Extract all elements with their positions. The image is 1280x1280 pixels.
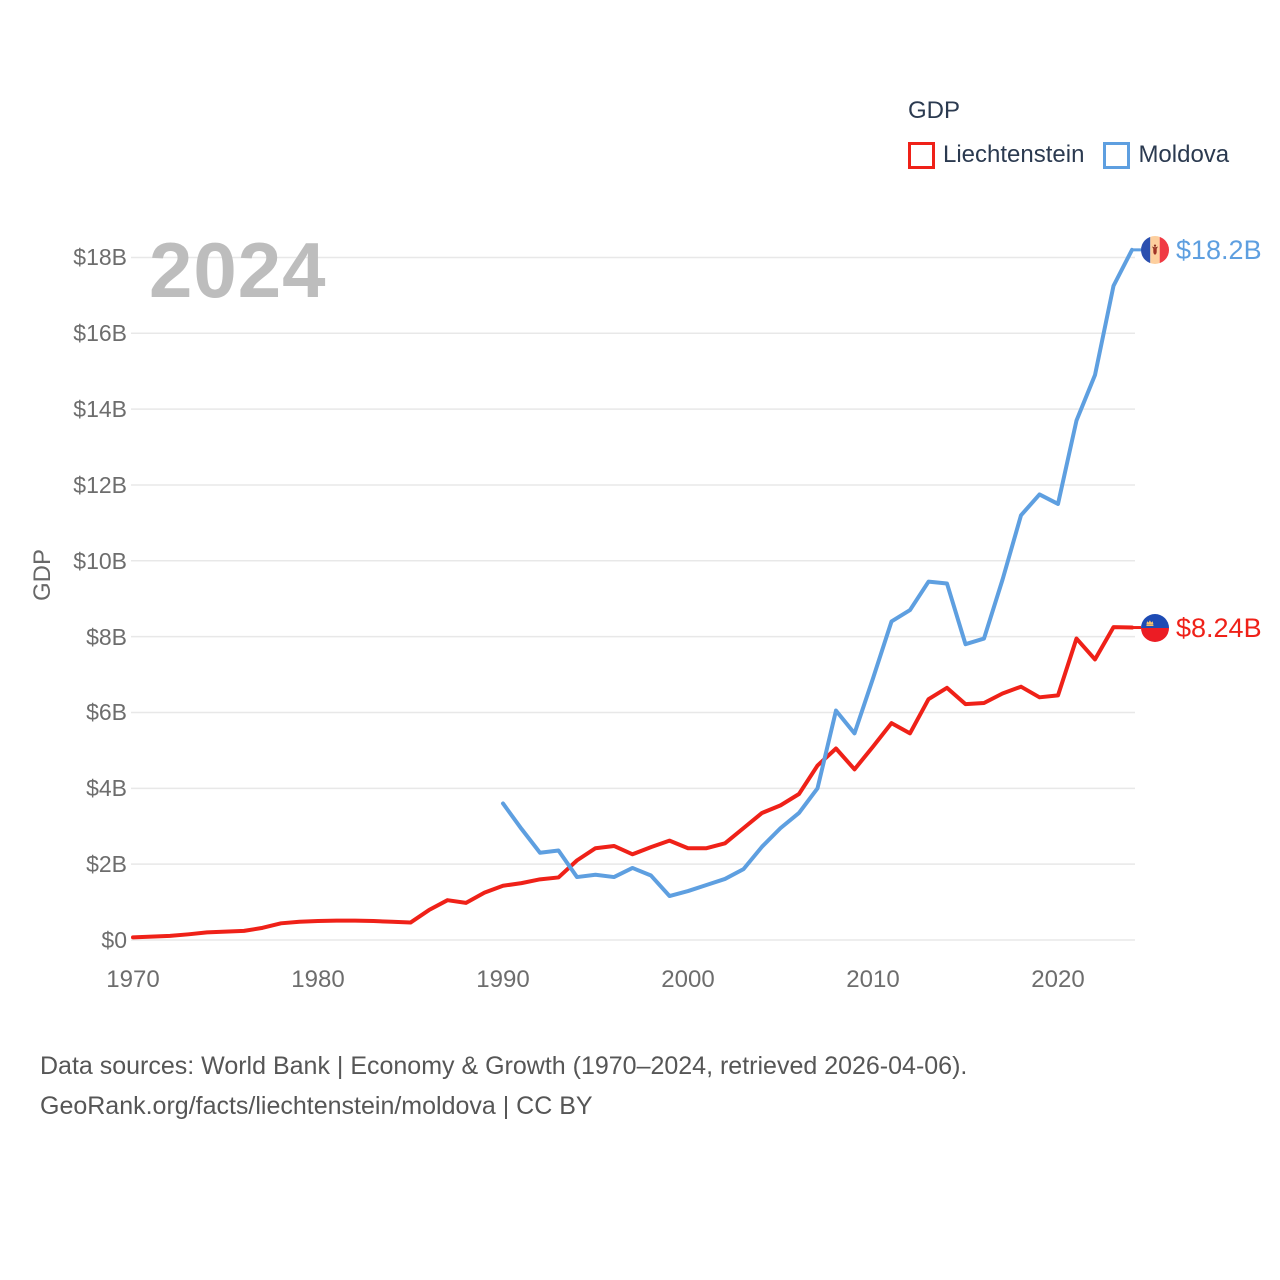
legend-item-label: Moldova [1138,141,1230,168]
moldova-gdp-value: $18.2B [1176,234,1262,265]
legend-items: Liechtenstein Moldova [908,141,1229,169]
liechtenstein-line [131,625,1134,940]
liechtenstein-end-label: $8.24B [1141,612,1262,643]
footer: Data sources: World Bank | Economy & Gro… [40,1046,967,1126]
legend-item-liechtenstein[interactable]: Liechtenstein [908,141,1084,169]
legend-item-label: Liechtenstein [943,141,1085,168]
legend-item-moldova[interactable]: Moldova [1103,141,1229,169]
moldova-end-label: $18.2B [1141,234,1262,265]
year-watermark: 2024 [149,226,327,314]
moldova-line [501,247,1134,899]
moldova-flag-icon [1141,235,1169,264]
y-axis-title: GDP [29,548,56,602]
footer-attribution-line: GeoRank.org/facts/liechtenstein/moldova … [40,1092,593,1120]
legend: GDP Liechtenstein Moldova [908,97,1229,169]
liechtenstein-flag-icon [1141,613,1169,642]
legend-title: GDP [908,97,961,124]
liechtenstein-gdp-value: $8.24B [1176,612,1262,643]
liechtenstein-swatch-icon [908,141,935,169]
moldova-swatch-icon [1103,141,1131,169]
footer-source-line: Data sources: World Bank | Economy & Gro… [40,1052,968,1080]
